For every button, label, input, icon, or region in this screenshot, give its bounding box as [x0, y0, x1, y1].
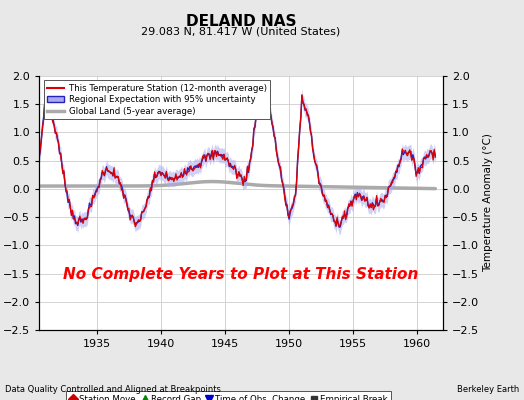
Legend: Station Move, Record Gap, Time of Obs. Change, Empirical Break: Station Move, Record Gap, Time of Obs. C…	[67, 391, 391, 400]
Text: 29.083 N, 81.417 W (United States): 29.083 N, 81.417 W (United States)	[141, 26, 341, 36]
Text: DELAND NAS: DELAND NAS	[186, 14, 296, 29]
Y-axis label: Temperature Anomaly (°C): Temperature Anomaly (°C)	[483, 134, 493, 272]
Text: Berkeley Earth: Berkeley Earth	[456, 385, 519, 394]
Text: No Complete Years to Plot at This Station: No Complete Years to Plot at This Statio…	[63, 267, 419, 282]
Text: Data Quality Controlled and Aligned at Breakpoints: Data Quality Controlled and Aligned at B…	[5, 385, 221, 394]
